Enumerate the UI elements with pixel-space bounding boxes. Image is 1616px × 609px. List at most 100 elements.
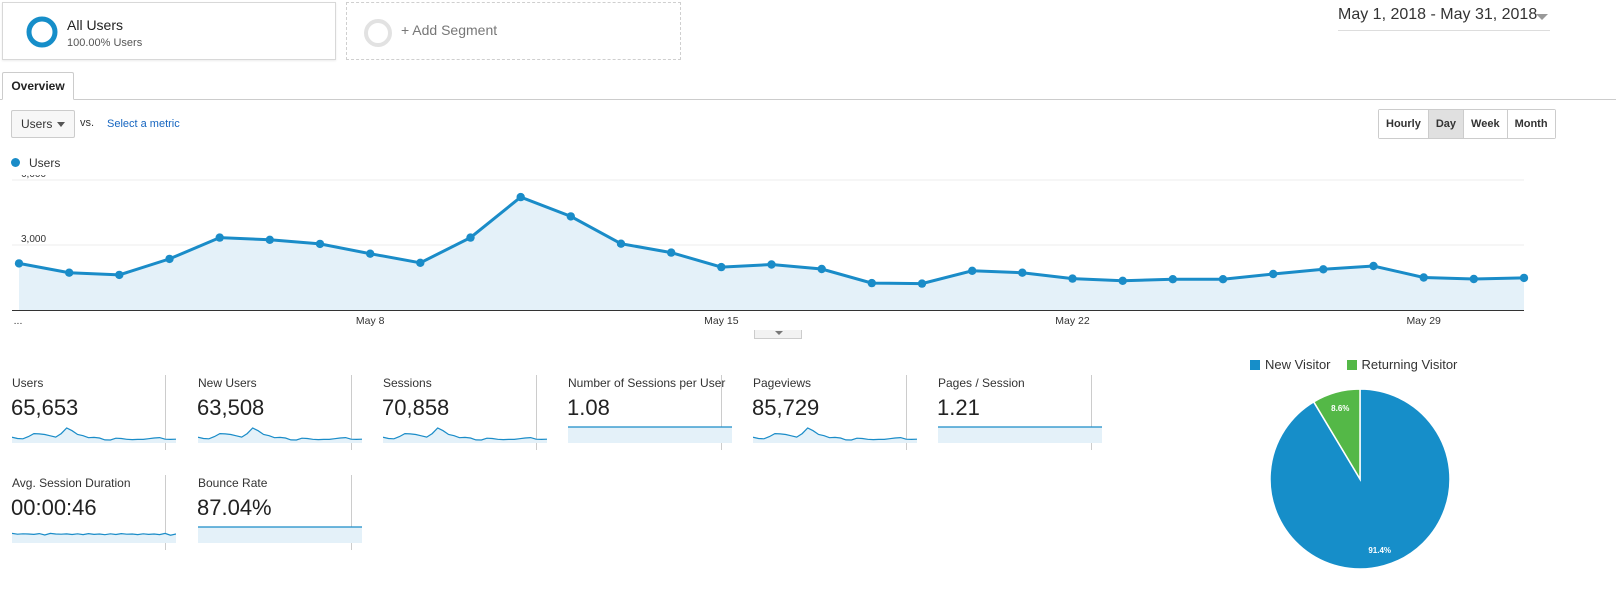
sparkline-area	[753, 428, 917, 443]
data-point	[1118, 276, 1127, 285]
kpi-tile[interactable]: Pageviews 85,729	[741, 375, 917, 450]
kpi-name: Users	[12, 376, 44, 390]
pie-slice-label: 91.4%	[1368, 546, 1391, 555]
area-fill	[19, 197, 1524, 310]
sparkline-area	[568, 427, 732, 443]
kpi-divider	[351, 475, 352, 550]
kpi-divider	[165, 475, 166, 550]
data-point	[717, 262, 726, 272]
kpi-value: 70,858	[382, 395, 450, 420]
month-button[interactable]: Month	[1507, 110, 1555, 138]
pie-legend-returning-visitor: Returning Visitor	[1346, 357, 1458, 372]
kpi-value: 87.04%	[197, 495, 272, 520]
kpi-tile[interactable]: Number of Sessions per User 1.08	[556, 375, 732, 450]
day-button[interactable]: Day	[1428, 110, 1465, 138]
add-segment-button[interactable]: + Add Segment	[346, 2, 681, 60]
kpi-value: 1.21	[937, 395, 980, 420]
tab-bar-divider	[0, 99, 1616, 100]
chart-collapse-toggle[interactable]	[754, 330, 802, 339]
kpi-sparkline	[12, 427, 176, 443]
sparkline-area	[938, 427, 1102, 443]
data-point	[867, 278, 876, 288]
sparkline-area	[198, 428, 362, 443]
kpi-tile[interactable]: Pages / Session 1.21	[926, 375, 1102, 450]
data-point	[1319, 265, 1328, 274]
kpi-sparkline	[568, 426, 732, 443]
x-tick-label: May 15	[704, 315, 739, 327]
tab-overview[interactable]: Overview	[2, 72, 74, 100]
kpi-divider	[1091, 375, 1092, 450]
sparkline-line	[12, 427, 176, 441]
segment-all-users[interactable]: All Users 100.00% Users	[2, 2, 336, 60]
kpi-sparkline	[938, 426, 1102, 443]
data-point	[817, 264, 826, 274]
kpi-divider	[536, 375, 537, 450]
pie-legend-label: Returning Visitor	[1361, 357, 1458, 372]
data-point	[1419, 273, 1428, 282]
kpi-value: 1.08	[567, 395, 610, 420]
data-point	[1218, 275, 1228, 284]
data-point	[917, 279, 927, 288]
select-metric-link[interactable]: Select a metric	[107, 118, 180, 130]
data-point	[1269, 269, 1278, 279]
data-point	[767, 260, 776, 269]
week-button[interactable]: Week	[1464, 110, 1508, 138]
kpi-sparkline	[198, 526, 362, 543]
users-line-chart: 6,000 3,000... May 8 May 15 May 22 May 29	[12, 175, 1529, 327]
kpi-tile[interactable]: Sessions 70,858	[371, 375, 547, 450]
kpi-sparkline	[383, 427, 547, 443]
x-tick-label: May 8	[356, 315, 385, 327]
data-point	[14, 259, 24, 268]
data-point	[416, 258, 425, 267]
vs-label: vs.	[80, 117, 95, 129]
empty-segment-ring-icon	[364, 19, 392, 47]
kpi-sparkline	[753, 427, 917, 443]
kpi-name: New Users	[198, 376, 257, 390]
kpi-name: Sessions	[383, 376, 432, 390]
add-segment-label: + Add Segment	[401, 22, 498, 38]
data-point	[1068, 274, 1077, 283]
metric-dropdown[interactable]: Users	[11, 110, 75, 138]
kpi-tile[interactable]: Users 65,653	[0, 375, 176, 450]
kpi-divider	[165, 375, 166, 450]
chart-legend: Users	[11, 156, 60, 170]
segment-title: All Users	[67, 17, 124, 33]
data-point	[466, 233, 475, 242]
x-tick-label: ...	[14, 315, 23, 327]
data-point	[215, 233, 224, 242]
data-point	[1168, 275, 1178, 284]
kpi-name: Pageviews	[753, 376, 812, 390]
kpi-sparkline	[198, 427, 362, 443]
pie-slice	[1269, 388, 1451, 570]
kpi-sparkline	[12, 532, 176, 543]
kpi-name: Bounce Rate	[198, 476, 268, 490]
data-point	[667, 248, 676, 257]
pie-legend-label: New Visitor	[1265, 357, 1331, 372]
data-point	[265, 235, 274, 244]
kpi-value: 63,508	[197, 395, 265, 420]
data-point	[366, 249, 375, 258]
chevron-down-icon	[1536, 14, 1548, 20]
granularity-toggle: Hourly Day Week Month	[1378, 109, 1556, 139]
sparkline-area	[198, 527, 362, 543]
visitor-pie-chart: 91.4% 8.6%	[1269, 388, 1451, 570]
kpi-divider	[351, 375, 352, 450]
chevron-down-icon	[57, 122, 65, 127]
data-point	[968, 266, 977, 275]
kpi-name: Pages / Session	[938, 376, 1025, 390]
kpi-tile[interactable]: Bounce Rate 87.04%	[186, 475, 362, 550]
data-point	[566, 212, 575, 221]
date-range-label: May 1, 2018 - May 31, 2018	[1338, 6, 1538, 23]
kpi-tile[interactable]: New Users 63,508	[186, 375, 362, 450]
kpi-name: Avg. Session Duration	[12, 476, 131, 490]
kpi-tile[interactable]: Avg. Session Duration 00:00:46	[0, 475, 176, 550]
data-point	[115, 270, 124, 280]
date-range-picker[interactable]: May 1, 2018 - May 31, 2018	[1338, 6, 1550, 31]
sparkline-area	[383, 428, 547, 443]
hourly-button[interactable]: Hourly	[1379, 110, 1429, 138]
data-point	[165, 254, 174, 264]
metric-dropdown-label: Users	[21, 117, 53, 131]
kpi-divider	[906, 375, 907, 450]
x-tick-label: May 29	[1406, 315, 1441, 327]
data-point	[1519, 273, 1529, 283]
